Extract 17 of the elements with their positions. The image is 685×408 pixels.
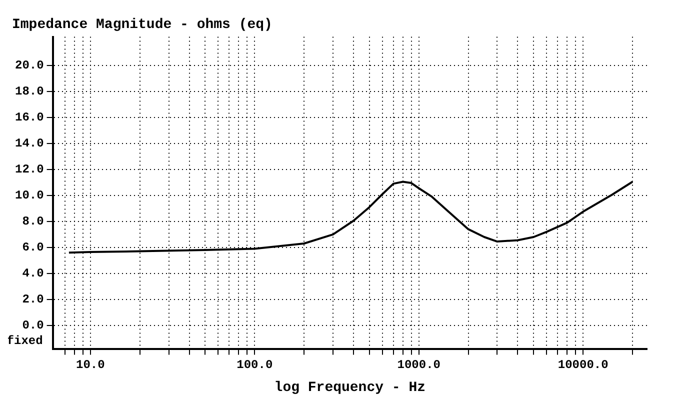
x-tick-label: 10.0 [76,358,105,372]
y-tick-label: 10.0 [14,188,44,202]
y-tick-label: 12.0 [14,162,44,176]
chart-title: Impedance Magnitude - ohms (eq) [12,16,272,33]
y-tick-label: 4.0 [22,266,44,280]
x-tick-label: 100.0 [236,358,273,372]
y-tick-label: 6.0 [22,240,44,254]
x-axis-title: log Frequency - Hz [274,380,426,396]
y-tick-label: 18.0 [14,84,44,98]
y-tick-label: 2.0 [22,292,44,306]
y-tick-label: 8.0 [22,214,44,228]
x-tick-label: 1000.0 [397,358,440,372]
y-tick-label: 0.0 [22,318,44,332]
x-tick-label: 10000.0 [558,358,608,372]
y-tick-label: 14.0 [14,136,44,150]
y-tick-label: 16.0 [14,110,44,124]
y-tick-label: 20.0 [14,58,44,72]
